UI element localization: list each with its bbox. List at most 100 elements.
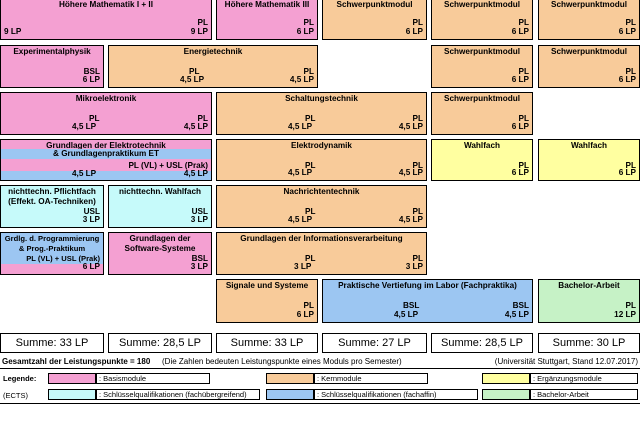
module-title: Schaltungstechnik [285, 94, 358, 103]
exam-type: PL [305, 254, 316, 263]
exam-type: BSL [191, 254, 208, 263]
credit-points: 6 LP [82, 262, 100, 271]
credit-points: 6 LP [618, 168, 636, 177]
credit-points: 6 LP [618, 27, 636, 36]
module-grundlagen-programmierung: Grdlg. d. Programmierung & Prog.-Praktik… [0, 232, 104, 275]
semester-sum: Summe: 27 LP [322, 333, 427, 353]
credit-points: 4,5 LP [72, 122, 97, 131]
credit-points: 4,5 LP [398, 122, 423, 131]
credit-points: 4,5 LP [398, 168, 423, 177]
credit-points: 3 LP [190, 215, 208, 224]
credit-points: 3 LP [405, 262, 423, 271]
module-schwerpunktmodul: Schwerpunktmodul PL 6 LP [538, 45, 640, 88]
credit-points: 4,5 LP [398, 215, 423, 224]
exam-type: PL [305, 114, 316, 123]
credit-points: 9 LP [190, 27, 208, 36]
module-title: Elektrodynamik [291, 141, 352, 150]
exam-type: PL [625, 67, 636, 76]
legend-kern: : Kernmodule [314, 373, 428, 384]
module-wahlfach: Wahlfach PL 6 LP [431, 139, 533, 181]
exam-type: PL [412, 254, 423, 263]
legend-swatch-bachelor [482, 389, 530, 400]
module-title: Schwerpunktmodul [444, 94, 520, 103]
semester-sum: Summe: 28,5 LP [431, 333, 533, 353]
credit-points: 6 LP [511, 75, 529, 84]
exam-type: PL [197, 114, 208, 123]
exam-type: PL [412, 161, 423, 170]
module-grundlagen-software-systeme: Grundlagen der Software-Systeme BSL 3 LP [108, 232, 212, 275]
module-hoehere-mathematik-3: Höhere Mathematik III PL 6 LP [216, 0, 318, 40]
module-title: Schwerpunktmodul [336, 0, 413, 9]
credit-points: 4,5 LP [504, 310, 529, 319]
exam-type: PL [518, 114, 529, 123]
module-signale-und-systeme: Signale und Systeme PL 6 LP [216, 279, 318, 323]
legend-swatch-ergaenzung [482, 373, 530, 384]
credit-points: 4,5 LP [289, 75, 314, 84]
credit-points: 4,5 LP [288, 215, 313, 224]
exam-type: USL [83, 207, 100, 216]
exam-type: PL [625, 18, 636, 27]
exam-type: PL [625, 161, 636, 170]
module-schwerpunktmodul: Schwerpunktmodul PL 6 LP [431, 92, 533, 135]
credit-points: 4,5 LP [288, 122, 313, 131]
credit-points: 6 LP [296, 27, 314, 36]
module-bachelor-arbeit: Bachelor-Arbeit PL 12 LP [538, 279, 640, 323]
exam-type: PL [189, 67, 200, 76]
exam-type: PL [197, 18, 208, 27]
credit-points: 6 LP [405, 27, 423, 36]
divider [0, 403, 640, 404]
exam-type: PL (VL) + USL (Prak) [128, 161, 208, 170]
module-title: Signale und Systeme [225, 281, 309, 290]
exam-type: PL (VL) + USL (Prak) [26, 254, 100, 263]
module-title: nichttechn. Wahlfach [118, 187, 202, 196]
credit-points: 6 LP [618, 75, 636, 84]
credit-points: 6 LP [511, 27, 529, 36]
credit-points: 12 LP [614, 310, 636, 319]
exam-type: PL [412, 207, 423, 216]
exam-type: PL [625, 301, 636, 310]
exam-type: BSL [83, 67, 100, 76]
module-grundlagen-informationsverarbeitung: Grundlagen der Informationsverarbeitung … [216, 232, 427, 275]
semester-sum: Summe: 33 LP [216, 333, 318, 353]
module-nichttechn-wahlfach: nichttechn. Wahlfach USL 3 LP [108, 185, 212, 228]
exam-type: PL [518, 161, 529, 170]
exam-type: PL [518, 67, 529, 76]
credit-points: 4,5 LP [183, 169, 208, 178]
band-label: & Grundlagenpraktikum ET [53, 149, 159, 158]
module-mikroelektronik: Mikroelektronik PL PL 4,5 LP 4,5 LP [0, 92, 212, 135]
credit-points: 4,5 LP [72, 169, 97, 178]
module-title: Experimentalphysik [13, 47, 91, 56]
credit-points: 6 LP [296, 310, 314, 319]
module-title: Höhere Mathematik I + II [59, 0, 153, 9]
module-wahlfach: Wahlfach PL 6 LP [538, 139, 640, 181]
ects-label: (ECTS) [3, 391, 28, 400]
credit-points: 4,5 LP [180, 75, 205, 84]
legend-ergaenzung: : Ergänzungsmodule [530, 373, 638, 384]
module-schwerpunktmodul: Schwerpunktmodul PL 6 LP [431, 45, 533, 88]
module-nachrichtentechnik: Nachrichtentechnik PL PL 4,5 LP 4,5 LP [216, 185, 427, 228]
legend-swatch-sq-fachuebergreifend [48, 389, 96, 400]
exam-type: BSL [403, 301, 420, 310]
module-schwerpunktmodul: Schwerpunktmodul PL 6 LP [538, 0, 640, 40]
module-title: Höhere Mathematik III [224, 0, 310, 9]
legend-swatch-kern [266, 373, 314, 384]
credit-points: 6 LP [511, 168, 529, 177]
module-energietechnik: Energietechnik PL PL 4,5 LP 4,5 LP [108, 45, 318, 88]
legend-basis: : Basismodule [96, 373, 210, 384]
legend-swatch-basis [48, 373, 96, 384]
module-title: Schwerpunktmodul [444, 0, 520, 9]
module-schwerpunktmodul: Schwerpunktmodul PL 6 LP [431, 0, 533, 40]
module-schwerpunktmodul: Schwerpunktmodul PL 6 LP [322, 0, 427, 40]
module-grundlagen-elektrotechnik: Grundlagen der Elektrotechnik & Grundlag… [0, 139, 212, 181]
credit-points: 4,5 LP [394, 310, 419, 319]
credit-points: 6 LP [511, 122, 529, 131]
exam-type: PL [305, 161, 316, 170]
credit-points: 3 LP [190, 262, 208, 271]
exam-type: PL [303, 301, 314, 310]
practical-band: & Grundlagenpraktikum ET [1, 149, 211, 159]
exam-type: PL [303, 18, 314, 27]
module-hoehere-mathematik-1-2: Höhere Mathematik I + II PL 9 LP 9 LP [0, 0, 212, 40]
credit-points: 4,5 LP [288, 168, 313, 177]
source-note: (Universität Stuttgart, Stand 12.07.2017… [494, 357, 638, 366]
total-credits: Gesamtzahl der Leistungspunkte = 180 [2, 357, 151, 366]
